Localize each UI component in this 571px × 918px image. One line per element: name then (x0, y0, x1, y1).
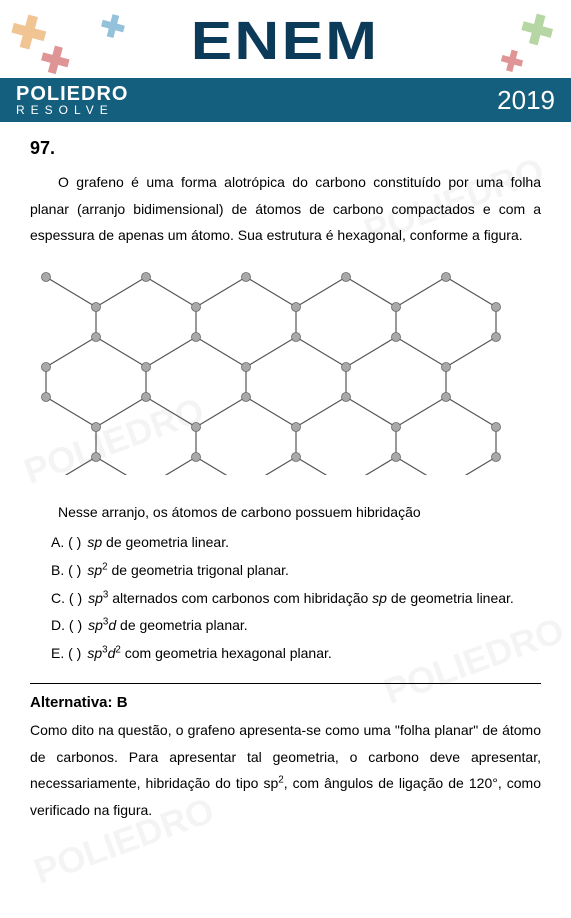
graphene-figure (30, 265, 541, 480)
option-text: sp3 alternados com carbonos com hibridaç… (88, 586, 541, 612)
publisher-banner: POLIEDRO RESOLVE 2019 (0, 78, 571, 122)
publisher-line1: POLIEDRO (16, 84, 128, 104)
option-label: E. ( ) (51, 641, 81, 667)
question-content: 97. O grafeno é uma forma alotrópica do … (0, 122, 571, 824)
answer-heading: Alternativa: B (30, 694, 541, 711)
option-row: C. ( )sp3 alternados com carbonos com hi… (51, 586, 541, 612)
option-row: B. ( )sp2 de geometria trigonal planar. (51, 558, 541, 584)
question-number: 97. (30, 138, 541, 159)
question-text: O grafeno é uma forma alotrópica do carb… (30, 169, 541, 249)
option-label: C. ( ) (51, 586, 82, 612)
hexagonal-lattice-svg (36, 265, 536, 475)
question-prompt: Nesse arranjo, os átomos de carbono poss… (30, 504, 541, 520)
option-row: E. ( )sp3d2 com geometria hexagonal plan… (51, 641, 541, 667)
exam-logo-text: ENEM (191, 10, 380, 72)
option-label: B. ( ) (51, 558, 81, 584)
answer-separator (30, 683, 541, 684)
publisher-line2: RESOLVE (16, 104, 128, 116)
exam-year: 2019 (497, 85, 555, 116)
option-label: A. ( ) (51, 530, 81, 556)
option-label: D. ( ) (51, 613, 82, 639)
exam-logo: ENEM (0, 0, 571, 78)
option-text: sp2 de geometria trigonal planar. (87, 558, 541, 584)
answer-body: Como dito na questão, o grafeno apresent… (30, 717, 541, 823)
options-list: A. ( )sp de geometria linear.B. ( )sp2 d… (30, 530, 541, 667)
option-text: sp3d de geometria planar. (88, 613, 541, 639)
option-row: D. ( )sp3d de geometria planar. (51, 613, 541, 639)
publisher-name: POLIEDRO RESOLVE (16, 84, 128, 116)
option-text: sp de geometria linear. (87, 530, 541, 556)
option-row: A. ( )sp de geometria linear. (51, 530, 541, 556)
option-text: sp3d2 com geometria hexagonal planar. (87, 641, 541, 667)
